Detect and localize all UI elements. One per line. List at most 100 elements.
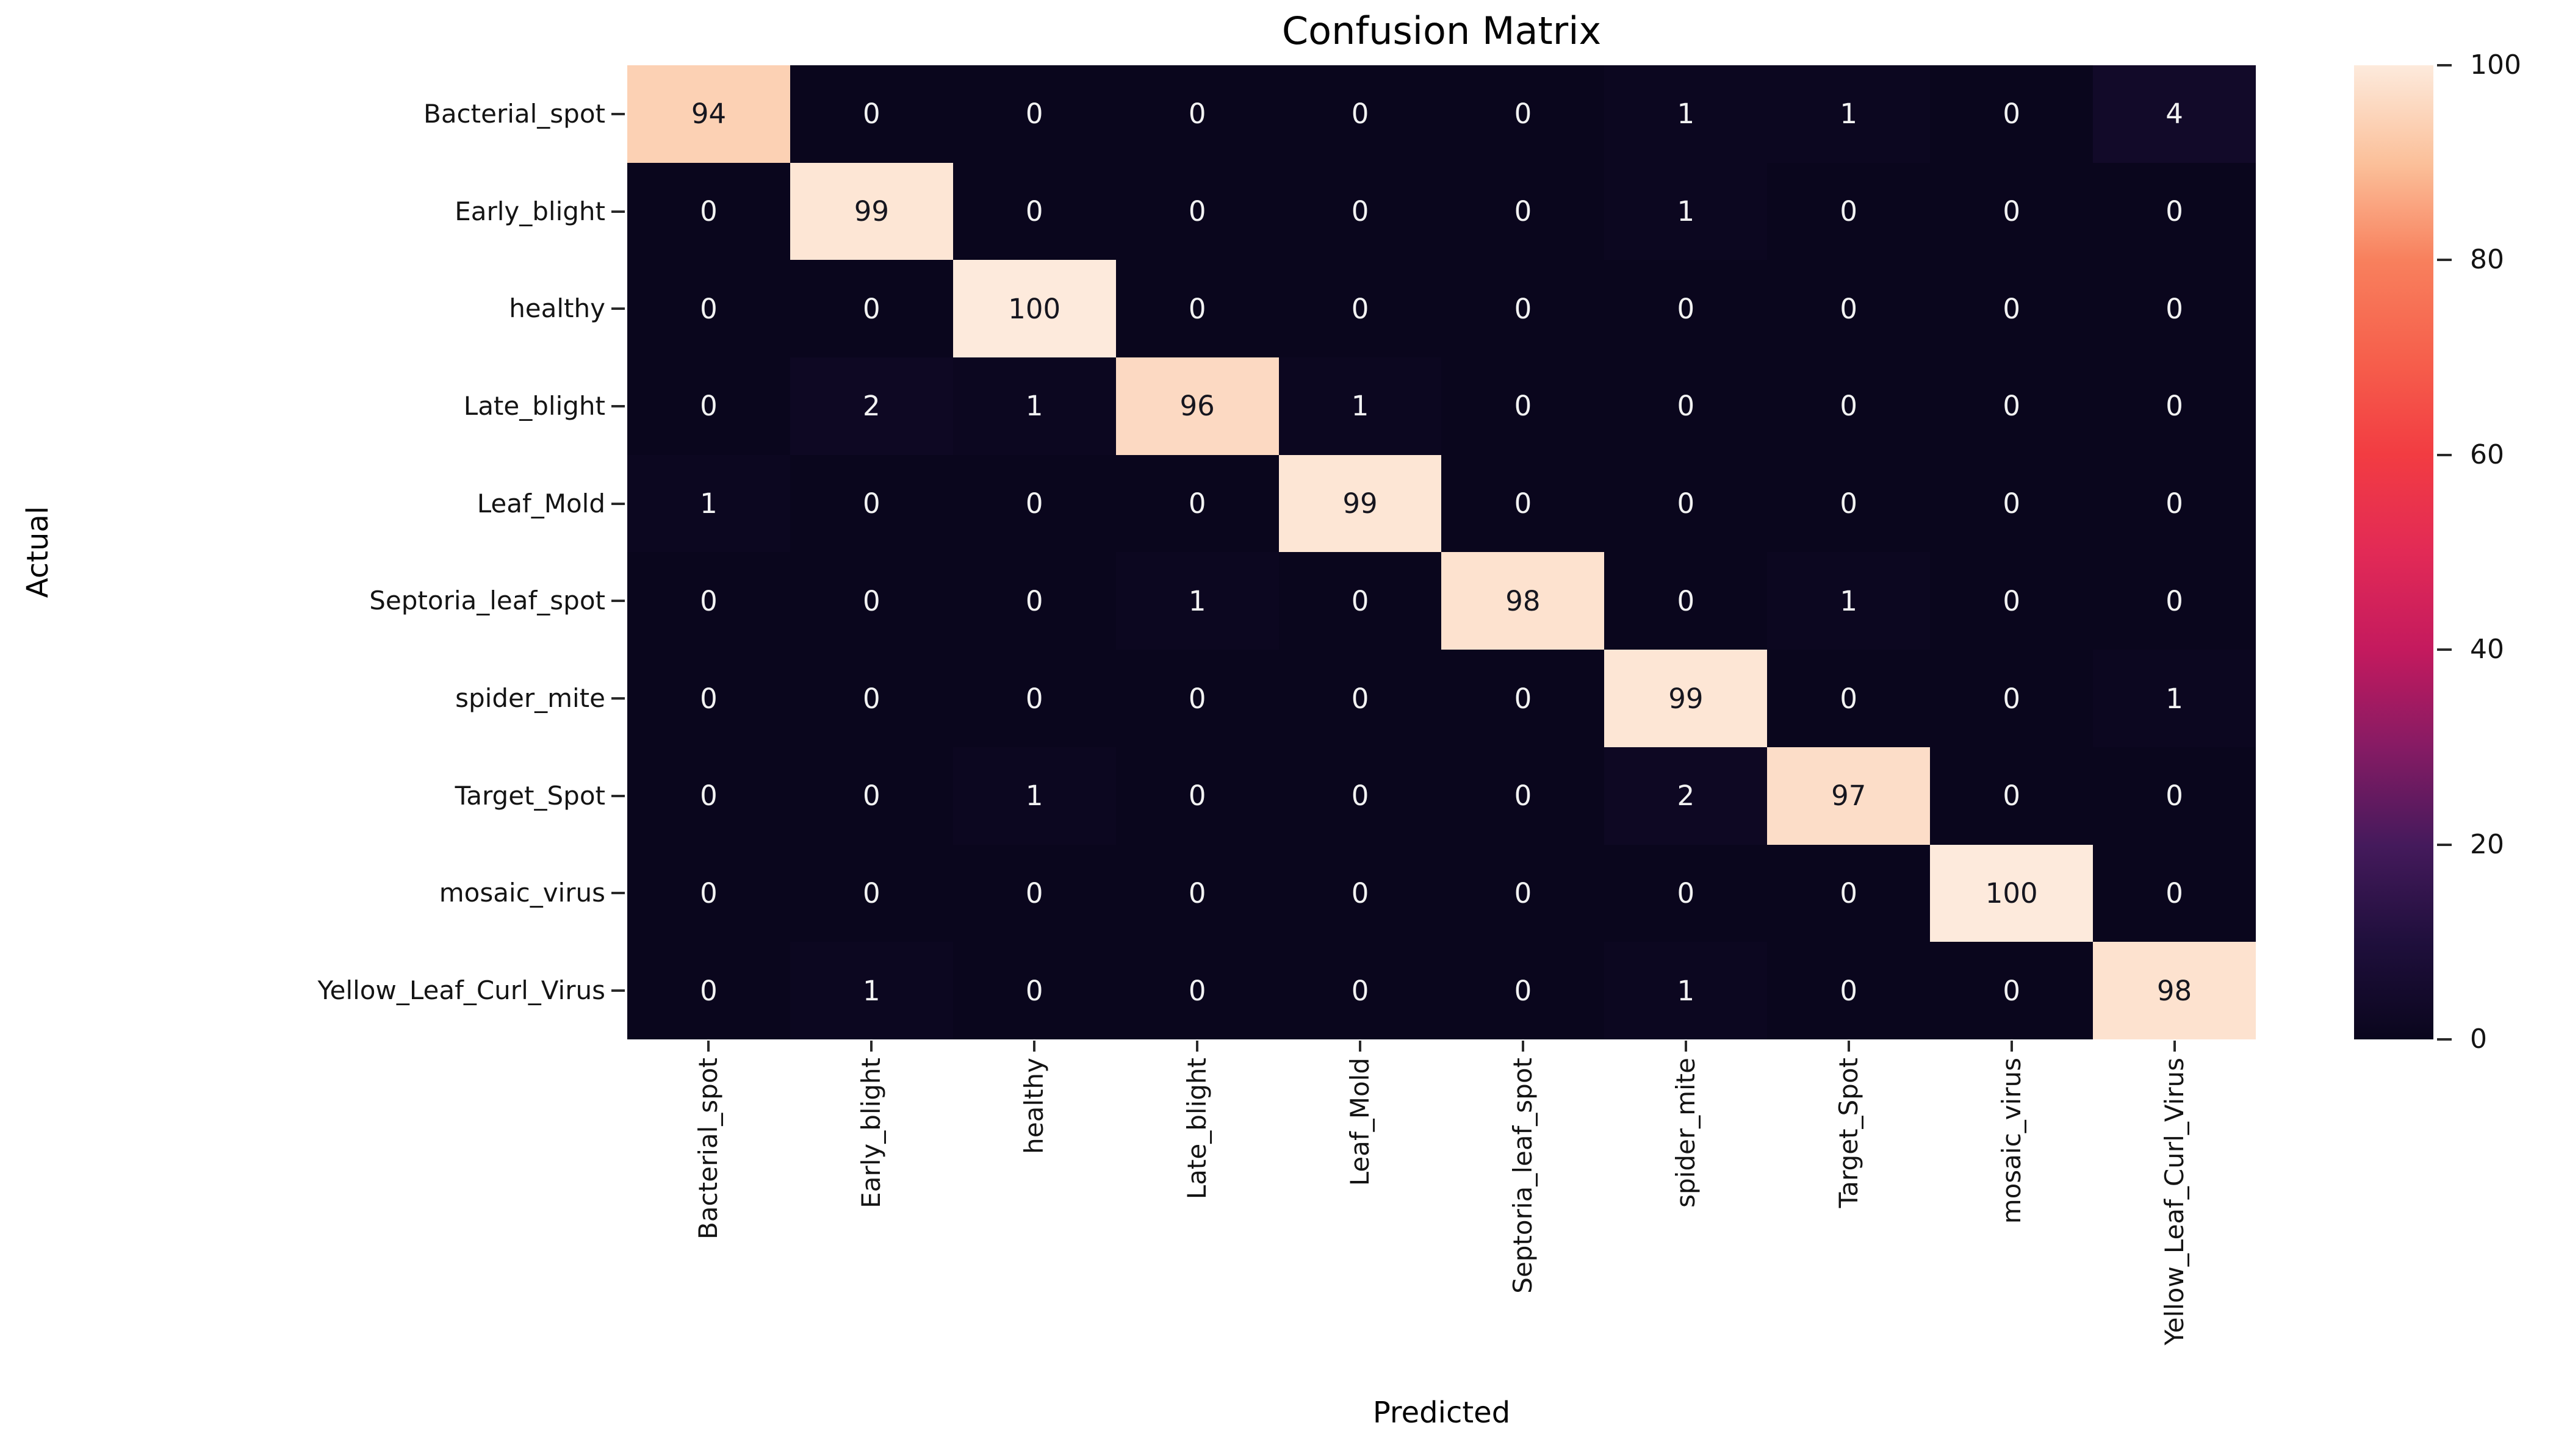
heatmap-cell: 1 bbox=[1604, 942, 1768, 1039]
y-tick-mark bbox=[611, 794, 625, 797]
heatmap-cell: 1 bbox=[627, 454, 790, 553]
y-tick-label: mosaic_virus bbox=[439, 878, 605, 908]
heatmap-cell: 96 bbox=[1115, 357, 1279, 455]
y-axis-label: Actual bbox=[21, 506, 55, 598]
x-tick-label: mosaic_virus bbox=[1996, 1058, 2026, 1224]
heatmap-cell: 0 bbox=[1604, 552, 1768, 650]
heatmap-cell: 0 bbox=[1930, 65, 2094, 163]
heatmap-cell: 0 bbox=[1278, 260, 1442, 358]
y-tick-mark bbox=[611, 112, 625, 115]
colorbar-tick-label: 60 bbox=[2470, 439, 2504, 470]
heatmap-cell: 0 bbox=[2093, 844, 2256, 942]
heatmap-cell: 0 bbox=[952, 844, 1116, 942]
heatmap-cell: 0 bbox=[790, 650, 953, 747]
y-tick-label: spider_mite bbox=[455, 683, 605, 714]
heatmap-cell: 0 bbox=[952, 162, 1116, 260]
heatmap-cell: 0 bbox=[2093, 454, 2256, 553]
heatmap-cell: 0 bbox=[1767, 650, 1931, 747]
heatmap-cell: 0 bbox=[1441, 650, 1605, 747]
heatmap-cell: 0 bbox=[1278, 552, 1442, 650]
heatmap-cell: 0 bbox=[952, 650, 1116, 747]
x-tick-label: Early_blight bbox=[856, 1058, 887, 1208]
colorbar-tick-mark bbox=[2437, 648, 2452, 651]
heatmap-cell: 0 bbox=[790, 65, 953, 163]
y-tick-label: Leaf_Mold bbox=[477, 488, 605, 518]
heatmap-cell: 0 bbox=[1930, 552, 2094, 650]
heatmap-cell: 0 bbox=[790, 844, 953, 942]
heatmap-cell: 1 bbox=[1604, 65, 1768, 163]
y-tick-label: Early_blight bbox=[455, 196, 605, 226]
x-tick-mark bbox=[1684, 1041, 1687, 1052]
heatmap-cell: 4 bbox=[2093, 65, 2256, 163]
heatmap-cell: 1 bbox=[1767, 65, 1931, 163]
heatmap-cell: 0 bbox=[1278, 942, 1442, 1039]
colorbar-tick-mark bbox=[2437, 1038, 2452, 1041]
heatmap-cell: 0 bbox=[1441, 357, 1605, 455]
heatmap-cell: 1 bbox=[952, 747, 1116, 845]
heatmap-cell: 99 bbox=[790, 162, 953, 260]
heatmap-cell: 0 bbox=[1441, 844, 1605, 942]
y-tick-mark bbox=[611, 600, 625, 603]
heatmap-cell: 0 bbox=[627, 552, 790, 650]
heatmap-cell: 0 bbox=[1441, 162, 1605, 260]
heatmap-cell: 0 bbox=[1278, 162, 1442, 260]
heatmap-cell: 0 bbox=[1604, 357, 1768, 455]
heatmap-cell: 0 bbox=[1604, 454, 1768, 553]
heatmap-cell: 97 bbox=[1767, 747, 1931, 845]
heatmap-cell: 98 bbox=[2093, 942, 2256, 1039]
heatmap-cell: 0 bbox=[1930, 454, 2094, 553]
y-tick-mark bbox=[611, 210, 625, 213]
heatmap-cell: 0 bbox=[1441, 65, 1605, 163]
heatmap-cell: 0 bbox=[1278, 844, 1442, 942]
heatmap-cell: 0 bbox=[1930, 162, 2094, 260]
colorbar bbox=[2354, 65, 2433, 1039]
x-tick-mark bbox=[2173, 1041, 2176, 1052]
heatmap-cell: 0 bbox=[1278, 65, 1442, 163]
heatmap-cell: 1 bbox=[1278, 357, 1442, 455]
heatmap-cell: 0 bbox=[952, 552, 1116, 650]
x-tick-mark bbox=[2010, 1041, 2013, 1052]
heatmap-cell: 1 bbox=[1767, 552, 1931, 650]
heatmap-cell: 0 bbox=[627, 357, 790, 455]
heatmap-cell: 0 bbox=[1278, 747, 1442, 845]
y-tick-label: Septoria_leaf_spot bbox=[369, 586, 605, 616]
x-tick-mark bbox=[707, 1041, 710, 1052]
y-tick-label: Target_Spot bbox=[455, 780, 605, 811]
y-tick-mark bbox=[611, 989, 625, 992]
y-tick-label: healthy bbox=[509, 293, 605, 324]
heatmap-cell: 0 bbox=[1115, 942, 1279, 1039]
x-tick-mark bbox=[1033, 1041, 1036, 1052]
colorbar-tick-mark bbox=[2437, 843, 2452, 846]
heatmap-cell: 0 bbox=[627, 844, 790, 942]
heatmap-cell: 2 bbox=[790, 357, 953, 455]
heatmap-cell: 0 bbox=[1115, 747, 1279, 845]
chart-title: Confusion Matrix bbox=[1281, 9, 1602, 53]
heatmap-cell: 0 bbox=[1115, 260, 1279, 358]
heatmap-cell: 0 bbox=[1115, 454, 1279, 553]
heatmap-cell: 0 bbox=[790, 747, 953, 845]
heatmap-cell: 0 bbox=[790, 552, 953, 650]
heatmap-cell: 0 bbox=[1930, 650, 2094, 747]
heatmap-cell: 0 bbox=[1441, 260, 1605, 358]
colorbar-tick-label: 0 bbox=[2470, 1024, 2487, 1055]
heatmap-cell: 0 bbox=[1767, 454, 1931, 553]
heatmap-cell: 0 bbox=[2093, 260, 2256, 358]
heatmap-cell: 0 bbox=[2093, 552, 2256, 650]
heatmap-cell: 0 bbox=[1930, 357, 2094, 455]
heatmap-cell: 100 bbox=[952, 260, 1116, 358]
heatmap-cell: 0 bbox=[2093, 162, 2256, 260]
heatmap-cell: 98 bbox=[1441, 552, 1605, 650]
heatmap-cell: 99 bbox=[1278, 454, 1442, 553]
heatmap-cell: 0 bbox=[1767, 844, 1931, 942]
heatmap-cell: 0 bbox=[1767, 942, 1931, 1039]
x-tick-label: Late_blight bbox=[1182, 1058, 1212, 1200]
heatmap-cell: 0 bbox=[1767, 260, 1931, 358]
heatmap-cell: 0 bbox=[627, 650, 790, 747]
y-tick-label: Yellow_Leaf_Curl_Virus bbox=[317, 975, 605, 1006]
colorbar-tick-label: 80 bbox=[2470, 244, 2504, 276]
x-tick-label: Bacterial_spot bbox=[693, 1058, 724, 1239]
heatmap-cell: 0 bbox=[1115, 650, 1279, 747]
heatmap-cell: 1 bbox=[2093, 650, 2256, 747]
heatmap-cell: 0 bbox=[1930, 942, 2094, 1039]
colorbar-tick-label: 40 bbox=[2470, 634, 2504, 665]
